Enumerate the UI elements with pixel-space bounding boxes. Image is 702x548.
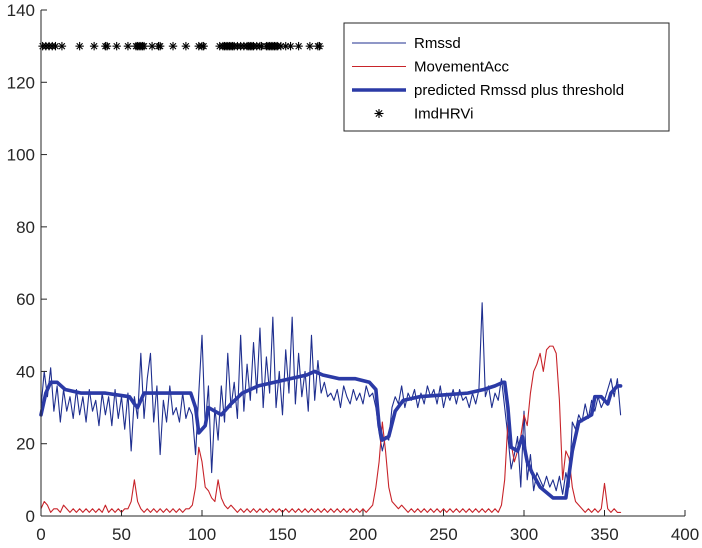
legend-label-movementacc: MovementAcc <box>414 59 510 76</box>
x-tick-label-300: 300 <box>510 525 538 544</box>
axes-layer: 0 50 100 150 200 250 300 350 400 0 20 40 60 80 100 120 1… <box>7 1 700 544</box>
marker-imdhrvi-11 <box>123 41 133 51</box>
marker-imdhrvi-55 <box>281 41 290 51</box>
marker-imdhrvi-10 <box>112 41 121 51</box>
y-tick-label-100: 100 <box>7 146 35 165</box>
legend-label-predicted-rmssd-plus-threshold: predicted Rmssd plus threshold <box>414 82 624 99</box>
series-movementacc <box>40 345 622 513</box>
series-imdhrvi <box>38 41 324 51</box>
marker-imdhrvi-25 <box>199 41 208 51</box>
marker-imdhrvi-5 <box>57 41 67 51</box>
legend-box <box>343 22 670 132</box>
y-tick-label-60: 60 <box>16 290 35 309</box>
marker-imdhrvi-54 <box>276 41 286 51</box>
marker-imdhrvi-9 <box>102 41 112 51</box>
series-layer <box>38 41 623 513</box>
marker-imdhrvi-21 <box>168 41 178 51</box>
marker-imdhrvi-22 <box>181 41 191 51</box>
marker-imdhrvi-17 <box>139 41 149 51</box>
legend-item-predicted-rmssd-plus-threshold: predicted Rmssd plus threshold <box>352 82 624 99</box>
marker-imdhrvi-45 <box>257 41 266 51</box>
series-rmssd <box>40 302 622 495</box>
marker-imdhrvi-7 <box>89 41 99 51</box>
legend: Rmssd MovementAcc predicted Rmssd plus thr… <box>343 22 670 132</box>
marker-imdhrvi-20 <box>155 41 165 51</box>
series-predicted-rmssd-plus-threshold <box>39 369 623 500</box>
x-tick-label-350: 350 <box>590 525 618 544</box>
legend-item-movementacc: MovementAcc <box>352 59 510 76</box>
y-tick-label-80: 80 <box>16 218 35 237</box>
x-tick-label-400: 400 <box>671 525 699 544</box>
x-tick-label-150: 150 <box>268 525 296 544</box>
x-tick-label-250: 250 <box>429 525 457 544</box>
legend-label-rmssd: Rmssd <box>414 35 461 52</box>
marker-imdhrvi-18 <box>147 41 157 51</box>
marker-imdhrvi-58 <box>305 41 315 51</box>
marker-imdhrvi-56 <box>286 41 295 51</box>
y-tick-label-40: 40 <box>16 362 35 381</box>
y-tick-label-140: 140 <box>7 1 35 20</box>
marker-imdhrvi-57 <box>294 41 303 51</box>
marker-imdhrvi-6 <box>75 41 84 51</box>
y-tick-label-120: 120 <box>7 73 35 92</box>
legend-item-imdhrvi: ImdHRVi <box>374 106 473 123</box>
marker-imdhrvi-60 <box>315 41 324 51</box>
x-tick-label-50: 50 <box>112 525 131 544</box>
legend-swatch-imdhrvi <box>374 109 384 118</box>
y-tick-label-0: 0 <box>26 507 35 526</box>
x-tick-label-200: 200 <box>349 525 377 544</box>
legend-item-rmssd: Rmssd <box>352 35 461 52</box>
legend-label-imdhrvi: ImdHRVi <box>414 106 473 123</box>
x-tick-label-0: 0 <box>36 525 45 544</box>
x-tick-label-100: 100 <box>188 525 216 544</box>
y-tick-label-20: 20 <box>16 435 35 454</box>
